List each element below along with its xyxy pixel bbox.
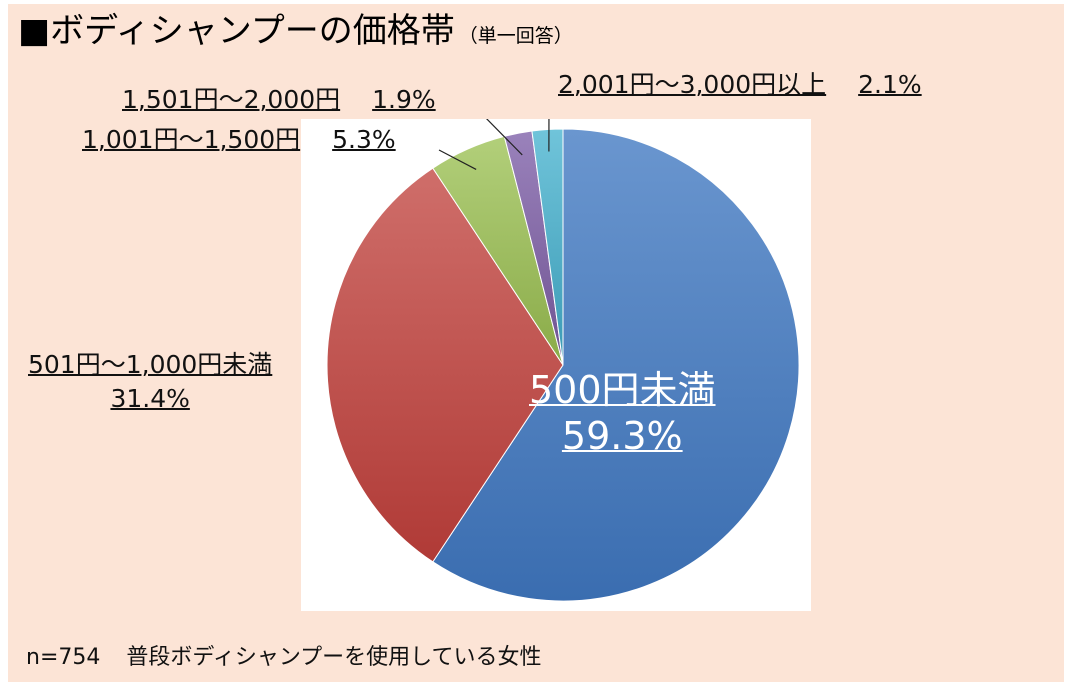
plot-area: 500円未満 59.3% [301,119,811,611]
sample-size: n=754 [26,645,101,670]
slice-label-2001-3000yen-category: 2,001円～3,000円以上 [558,70,827,99]
pie-chart [326,119,800,602]
slice-label-500yen-under-value: 59.3% [561,414,683,458]
slice-label-1501-2000yen-category: 1,501円～2,000円 [122,85,341,114]
slice-label-501-1000yen: 501円～1,000円未満 31.4% [28,350,272,414]
slice-label-1001-1500yen: 1,001円～1,500円 5.3% [82,125,396,155]
slice-label-501-1000yen-category: 501円～1,000円未満 [28,350,273,379]
slice-label-1001-1500yen-category: 1,001円～1,500円 [82,125,301,154]
respondent-description: 普段ボディシャンプーを使用している女性 [126,645,542,670]
slice-label-500yen-under: 500円未満 59.3% [529,367,716,459]
chart-title-main: ■ボディシャンプーの価格帯 [18,11,455,51]
slice-500yen-under [432,128,800,602]
slice-2001-3000yen [531,128,564,366]
slice-label-501-1000yen-value: 31.4% [110,384,190,413]
chart-title: ■ボディシャンプーの価格帯 （単一回答） [18,8,573,59]
footer-note: n=754 普段ボディシャンプーを使用している女性 [26,644,542,672]
slice-label-500yen-under-category: 500円未満 [529,368,716,412]
slice-label-1501-2000yen: 1,501円～2,000円 1.9% [122,85,436,115]
slice-501-1000yen [326,167,564,563]
slice-label-2001-3000yen: 2,001円～3,000円以上 2.1% [558,70,922,100]
leader-line-2001-3000yen [548,119,550,152]
leader-line-1501-2000yen [486,119,523,156]
chart-title-subtitle: （単一回答） [458,25,573,47]
slice-label-1001-1500yen-value: 5.3% [332,125,396,154]
leader-line-1001-1500yen [438,149,477,170]
slice-label-1501-2000yen-value: 1.9% [372,85,436,114]
slice-label-2001-3000yen-value: 2.1% [858,70,922,99]
